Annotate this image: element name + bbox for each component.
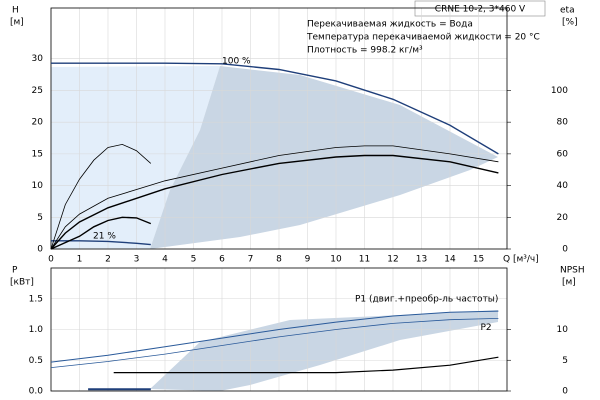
x-tick-label: 5: [191, 255, 197, 265]
title-box: [414, 0, 546, 17]
y2-tick-label: 10: [557, 325, 569, 335]
x-tick-label: 11: [359, 255, 370, 265]
plot-frame: [50, 267, 508, 392]
curve: [50, 318, 499, 368]
y2-tick-label: 0: [562, 245, 568, 255]
y2-tick-label: 5: [562, 356, 568, 366]
x-tick-label: 8: [276, 255, 282, 265]
y-tick-label: 10: [32, 181, 44, 191]
y2-axis-label: NPSH: [560, 266, 585, 276]
y2-tick-label: 0: [562, 387, 568, 397]
curve: [50, 154, 499, 250]
y2-tick-label: 20: [557, 213, 569, 223]
operating-range: [150, 66, 498, 249]
annotation: 100 %: [222, 57, 251, 67]
y-tick-label: 25: [32, 86, 43, 96]
x-tick-label: 2: [105, 255, 111, 265]
x-tick-label: 6: [219, 255, 225, 265]
curve: [50, 310, 499, 363]
y2-tick-label: 60: [557, 149, 569, 159]
operating-range: [51, 66, 220, 249]
x-tick-label: 12: [387, 255, 398, 265]
x-tick-label: 0: [48, 255, 54, 265]
annotation: 21 %: [93, 232, 116, 242]
info-text: Плотность = 998.2 кг/м³: [307, 46, 423, 56]
y-tick-label: 5: [37, 213, 43, 223]
y2-axis-label: eta: [560, 6, 575, 16]
y-tick-label: 15: [32, 149, 43, 159]
x-tick-label: 10: [330, 255, 342, 265]
curve: [113, 356, 499, 374]
x-tick-label: 9: [305, 255, 311, 265]
x-tick-label: 3: [134, 255, 140, 265]
y-tick-label: 30: [32, 54, 44, 64]
x-tick-label: 1: [77, 255, 83, 265]
y-tick-label: 1.0: [29, 325, 44, 335]
curve: [50, 216, 152, 250]
x-axis-label: Q [м³/ч]: [503, 255, 539, 265]
y-tick-label: 1.5: [29, 294, 43, 304]
y-tick-label: 20: [32, 118, 44, 128]
y-axis-unit: [кВт]: [10, 278, 34, 288]
curve: [50, 143, 152, 250]
y-tick-label: 0.0: [29, 387, 44, 397]
y2-tick-label: 100: [551, 86, 568, 96]
curve-label: P1 (двиг.+преобр-ль частоты): [355, 295, 499, 305]
curve: [50, 145, 499, 250]
y2-tick-label: 40: [557, 181, 569, 191]
info-text: Температура перекачиваемой жидкости = 20…: [306, 33, 540, 43]
y-axis-label: P: [12, 266, 18, 276]
x-tick-label: 4: [162, 255, 168, 265]
info-text: Перекачиваемая жидкость = Вода: [307, 20, 473, 30]
curve-label: P2: [480, 323, 491, 333]
y-axis-label: H: [12, 6, 19, 16]
x-tick-label: 15: [473, 255, 484, 265]
y-axis-unit: [м]: [10, 18, 24, 28]
curve: [51, 62, 499, 155]
y2-tick-label: 80: [557, 118, 569, 128]
y2-axis-unit: [м]: [562, 278, 576, 288]
chart-title: CRNE 10-2, 3*460 V: [435, 5, 526, 15]
y-tick-label: 0: [37, 245, 43, 255]
x-tick-label: 7: [248, 255, 254, 265]
x-tick-label: 13: [416, 255, 427, 265]
plot-frame: [50, 7, 508, 250]
x-tick-label: 14: [444, 255, 456, 265]
y2-axis-unit: [%]: [562, 18, 578, 28]
operating-range: [150, 310, 498, 391]
y-tick-label: 0.5: [29, 356, 43, 366]
